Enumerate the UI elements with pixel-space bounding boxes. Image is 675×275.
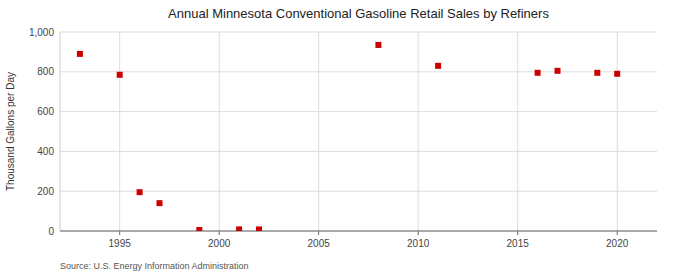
- x-grid-line: [318, 32, 319, 231]
- y-tick-label: 200: [37, 186, 54, 197]
- point: [236, 226, 242, 231]
- x-tick-label: 2005: [308, 238, 331, 249]
- source-note: Source: U.S. Energy Information Administ…: [60, 261, 249, 271]
- x-tick-label: 2020: [606, 238, 629, 249]
- grid: [60, 32, 657, 231]
- y-axis-label: Thousand Gallons per Day: [5, 72, 16, 191]
- axes: 0 200 400 600 800 1,000 1995 2000 2005 2010 2015 20…: [29, 27, 657, 250]
- x-tick-label: 1995: [109, 238, 132, 249]
- x-grid-line: [219, 32, 220, 231]
- x-tick-label: 2015: [507, 238, 530, 249]
- point: [196, 227, 202, 231]
- x-tick-mark: [119, 231, 120, 235]
- y-tick-label: 400: [37, 146, 54, 157]
- x-grid-line: [418, 32, 419, 231]
- y-axis-line: [60, 32, 61, 231]
- x-grid-line: [119, 32, 120, 231]
- x-tick-mark: [517, 231, 518, 235]
- title: Annual Minnesota Conventional Gasoline R…: [168, 6, 549, 21]
- point: [117, 72, 123, 78]
- x-tick-mark: [617, 231, 618, 235]
- y-tick-label: 800: [37, 66, 54, 77]
- point: [614, 71, 620, 77]
- point: [77, 51, 83, 57]
- point: [375, 42, 381, 48]
- y-grid-line: [60, 71, 657, 72]
- y-grid-line: [60, 231, 657, 232]
- x-tick-label: 2010: [407, 238, 430, 249]
- x-tick-mark: [219, 231, 220, 235]
- y-grid-line: [60, 32, 657, 33]
- point: [256, 226, 262, 231]
- x-tick-mark: [318, 231, 319, 235]
- y-tick-label: 0: [48, 226, 54, 237]
- y-grid-line: [60, 151, 657, 152]
- x-tick-mark: [418, 231, 419, 235]
- points: [77, 42, 620, 231]
- point: [157, 200, 163, 206]
- x-axis-line: [60, 231, 657, 232]
- point: [555, 68, 561, 74]
- y-grid-line: [60, 191, 657, 192]
- x-grid-line: [517, 32, 518, 231]
- y-tick-label: 1,000: [29, 27, 54, 38]
- y-grid-line: [60, 111, 657, 112]
- y-tick-label: 600: [37, 106, 54, 117]
- point: [535, 70, 541, 76]
- chart: 0 200 400 600 800 1,000 1995 2000 2005 2010 2015 20…: [0, 0, 675, 275]
- point: [137, 189, 143, 195]
- point: [435, 63, 441, 69]
- x-grid-line: [617, 32, 618, 231]
- point: [594, 70, 600, 76]
- x-tick-label: 2000: [208, 238, 231, 249]
